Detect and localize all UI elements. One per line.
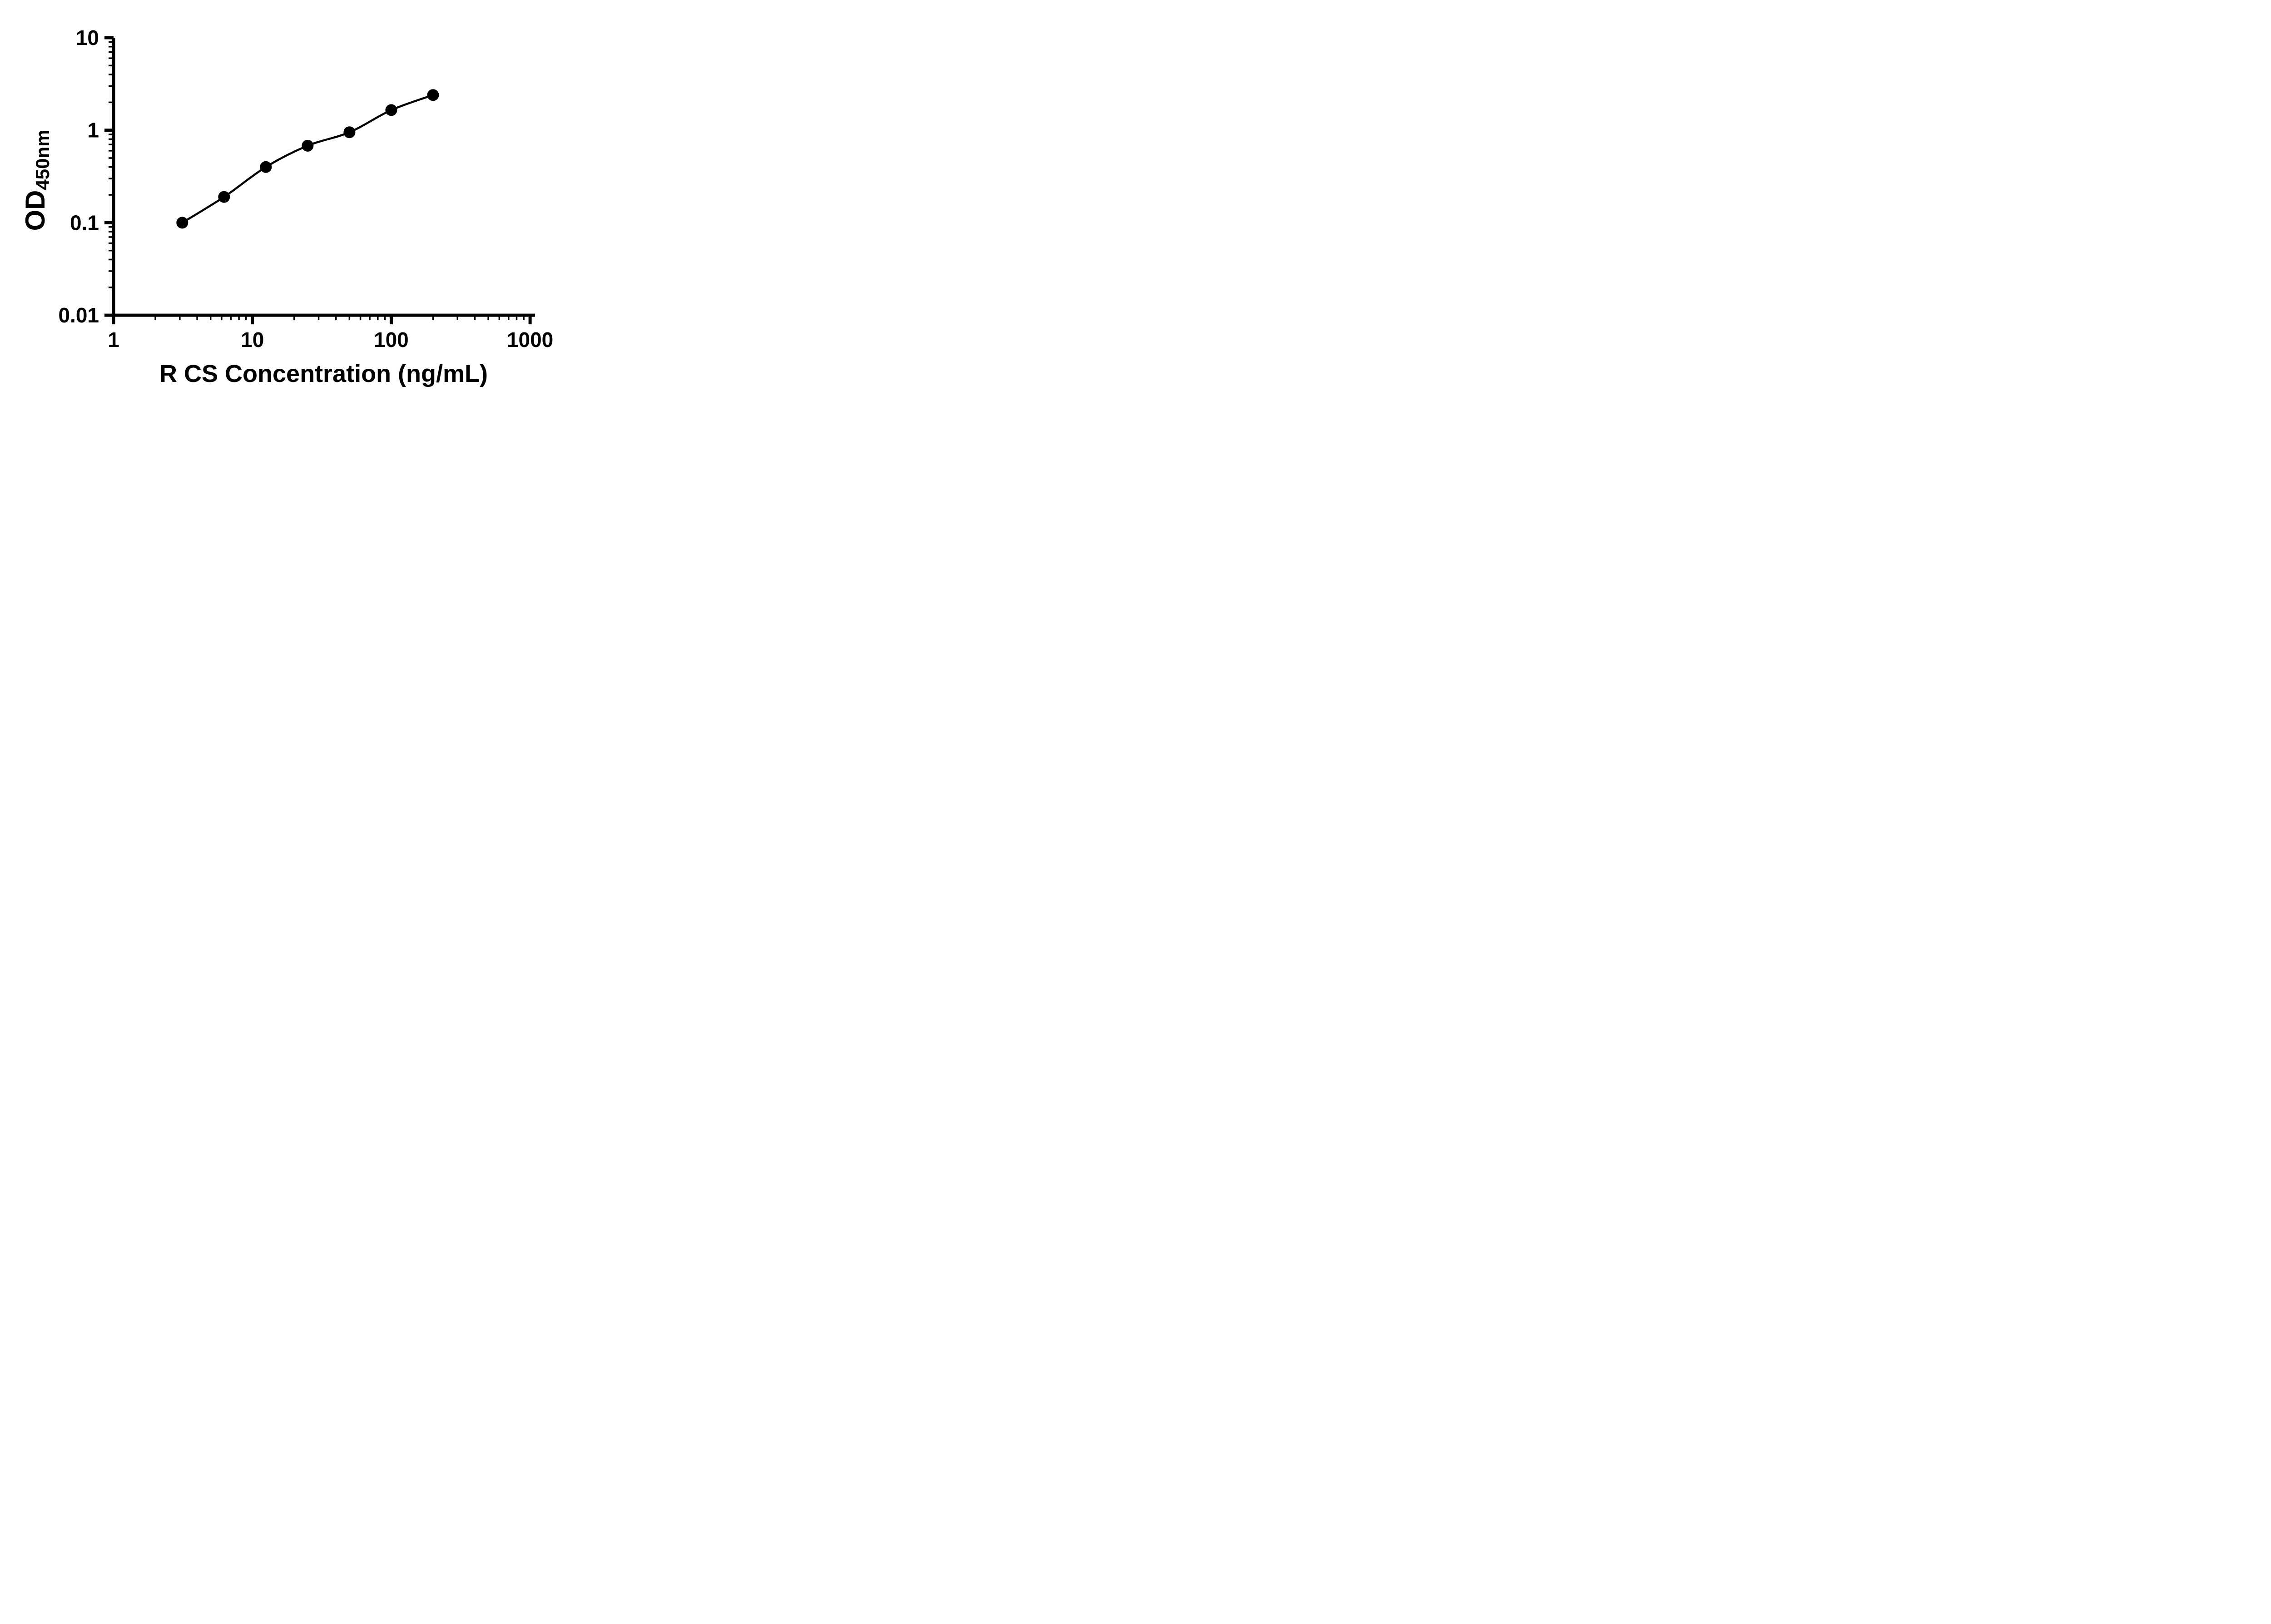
x-tick-label: 100 [374, 328, 409, 352]
y-tick-label: 10 [76, 26, 99, 50]
plot-area: 1 10 100 1000 0.01 0.1 1 10 [58, 26, 553, 352]
data-point [385, 104, 397, 116]
x-tick-label: 1 [108, 328, 119, 352]
x-axis-title: R CS Concentration (ng/mL) [159, 360, 488, 387]
data-point [343, 126, 356, 139]
y-axis-title: OD450nm [19, 67, 53, 294]
y-axis-title-subscript: 450nm [32, 129, 53, 190]
y-tick-label: 0.1 [70, 211, 99, 234]
data-point [218, 191, 230, 203]
y-tick-label: 0.01 [58, 303, 99, 327]
x-tick-label: 1000 [507, 328, 553, 352]
data-point [427, 89, 439, 101]
data-point [302, 139, 314, 152]
x-tick-label: 10 [241, 328, 264, 352]
y-axis-title-main: OD [20, 190, 50, 231]
data-point [176, 217, 188, 229]
standard-curve-figure: 1 10 100 1000 0.01 0.1 1 10 R CS Concentration … [0, 0, 584, 406]
data-point [260, 161, 272, 173]
y-tick-label: 1 [87, 119, 99, 142]
